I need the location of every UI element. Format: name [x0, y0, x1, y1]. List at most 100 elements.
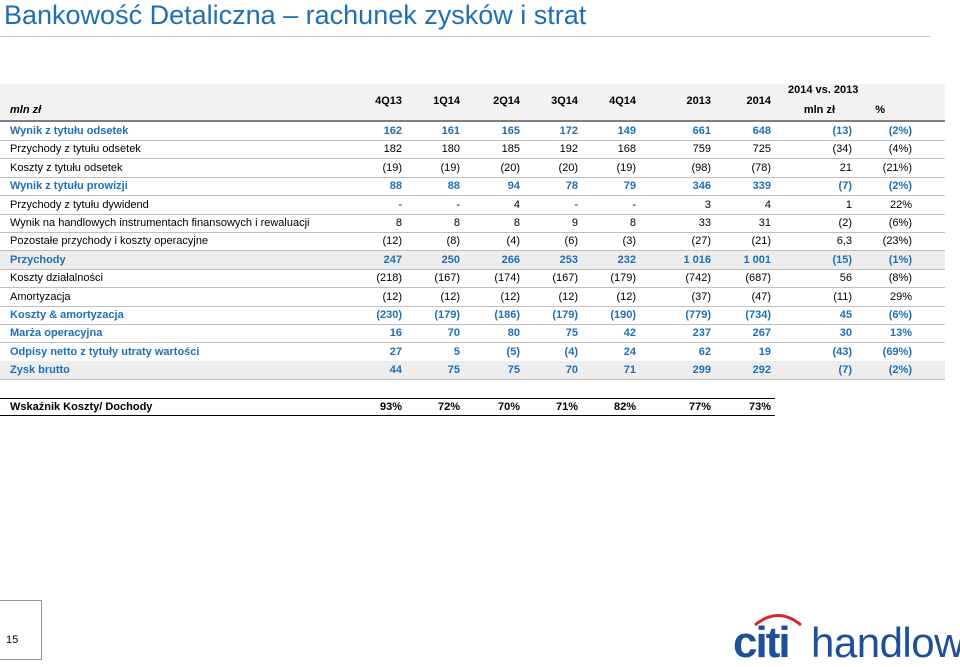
- row-value: 21: [839, 161, 852, 174]
- row-value: 6,3: [836, 235, 852, 248]
- table-row: Amortyzacja (12) (12) (12) (12) (12) (37) (47) (…: [0, 288, 945, 306]
- row-value: 180: [441, 143, 460, 156]
- row-value: 172: [559, 125, 578, 137]
- column-header-1q14: 1Q14: [433, 95, 460, 107]
- row-value: 161: [441, 125, 460, 137]
- row-value: 94: [507, 180, 520, 193]
- row-value: (2%): [888, 364, 912, 377]
- row-value: (19): [616, 161, 636, 174]
- column-header-2013: 2013: [686, 95, 711, 107]
- ratio-label: Wskaźnik Koszty/ Dochody: [10, 401, 153, 413]
- row-value: 29%: [889, 290, 912, 303]
- row-value: 13%: [889, 327, 912, 340]
- row-value: 19: [758, 345, 771, 358]
- row-value: 661: [692, 125, 711, 137]
- row-value: (19): [382, 161, 402, 174]
- row-divider: [0, 176, 945, 178]
- row-value: 162: [383, 125, 402, 137]
- row-value: 78: [565, 180, 578, 193]
- row-value: -: [574, 198, 578, 211]
- row-value: 1 016: [683, 253, 711, 266]
- ratio-value: 82%: [613, 401, 636, 413]
- row-value: 70: [565, 364, 578, 377]
- row-value: 8: [395, 217, 402, 229]
- row-label: Pozostałe przychody i koszty operacyjne: [10, 235, 209, 248]
- row-value: 8: [629, 217, 636, 229]
- citi-arc-icon: [754, 614, 802, 626]
- table-row: Marża operacyjna 16 70 80 75 42 237 267 30 13%: [0, 324, 945, 342]
- row-value: (190): [610, 309, 636, 321]
- row-value: (8%): [888, 272, 912, 285]
- row-value: 759: [692, 143, 711, 156]
- cost-income-ratio-row: Wskaźnik Koszty/ Dochody 93% 72% 70% 71% 82%…: [0, 398, 775, 416]
- table-row: Koszty działalności (218) (167) (174) (167) (…: [0, 269, 945, 287]
- row-value: 1 001: [743, 253, 771, 266]
- header-row: 4Q13 1Q14 2Q14 3Q14 4Q14 2013 2014: [0, 95, 945, 111]
- logo-brand-text: handlowy: [811, 619, 960, 666]
- row-value: 9: [571, 217, 578, 229]
- row-value: 4: [513, 198, 520, 211]
- row-value: (19): [440, 161, 460, 174]
- row-value: 266: [501, 253, 520, 266]
- column-header-4q13: 4Q13: [375, 95, 402, 107]
- row-value: 725: [752, 143, 771, 156]
- row-label: Przychody: [10, 253, 66, 266]
- row-value: (12): [500, 290, 520, 303]
- row-value: (2%): [888, 180, 912, 193]
- row-value: 339: [752, 180, 771, 193]
- comparison-pct-label: %: [875, 104, 885, 116]
- row-value: 253: [559, 253, 578, 266]
- row-value: 182: [383, 143, 402, 156]
- row-value: 88: [447, 180, 460, 193]
- row-value: -: [398, 198, 402, 211]
- row-value: 5: [453, 345, 460, 358]
- row-value: (69%): [882, 345, 912, 358]
- row-value: 4: [764, 198, 771, 211]
- row-value: (4): [564, 345, 578, 358]
- row-divider: [0, 305, 945, 307]
- row-value: 648: [752, 125, 771, 137]
- row-value: 45: [839, 309, 852, 321]
- row-divider: [0, 323, 945, 325]
- row-value: (20): [558, 161, 578, 174]
- ratio-value: 71%: [555, 401, 578, 413]
- logo-citi-text: citi: [733, 618, 791, 667]
- row-label: Wynik z tytułu prowizji: [10, 180, 128, 193]
- row-value: 250: [441, 253, 460, 266]
- page-number: 15: [6, 634, 19, 646]
- page-number-box: 15: [0, 600, 42, 660]
- row-divider: [0, 287, 945, 289]
- row-value: (98): [691, 161, 711, 174]
- comparison-title: 2014 vs. 2013: [788, 84, 859, 96]
- title-divider: [0, 36, 930, 37]
- row-value: (6): [564, 235, 578, 248]
- row-value: (5): [506, 345, 520, 358]
- row-value: 3: [704, 198, 711, 211]
- row-value: (179): [552, 309, 578, 321]
- row-value: 70: [447, 327, 460, 340]
- row-value: (47): [751, 290, 771, 303]
- row-value: 79: [623, 180, 636, 193]
- ratio-value: 70%: [497, 401, 520, 413]
- row-value: 42: [623, 327, 636, 340]
- row-value: 292: [752, 364, 771, 377]
- row-value: (186): [494, 309, 520, 321]
- row-value: 33: [698, 217, 711, 229]
- row-value: (23%): [882, 235, 912, 248]
- row-divider: [0, 195, 945, 197]
- header-background: [0, 84, 945, 120]
- row-value: (1%): [888, 253, 912, 266]
- row-value: (734): [745, 309, 771, 321]
- row-value: 149: [617, 125, 636, 137]
- row-value: 8: [453, 217, 460, 229]
- row-value: 80: [507, 327, 520, 340]
- table-row: Przychody z tytułu dywidend - - 4 - - 3 4 1 22%: [0, 196, 945, 214]
- row-value: (15): [832, 253, 852, 266]
- row-value: 185: [501, 143, 520, 156]
- row-value: 165: [501, 125, 520, 137]
- row-value: 232: [617, 253, 636, 266]
- row-label: Odpisy netto z tytuły utraty wartości: [10, 345, 200, 358]
- table-row: Koszty z tytułu odsetek (19) (19) (20) (20) (…: [0, 159, 945, 177]
- header-divider: [0, 120, 945, 122]
- row-value: (3): [622, 235, 636, 248]
